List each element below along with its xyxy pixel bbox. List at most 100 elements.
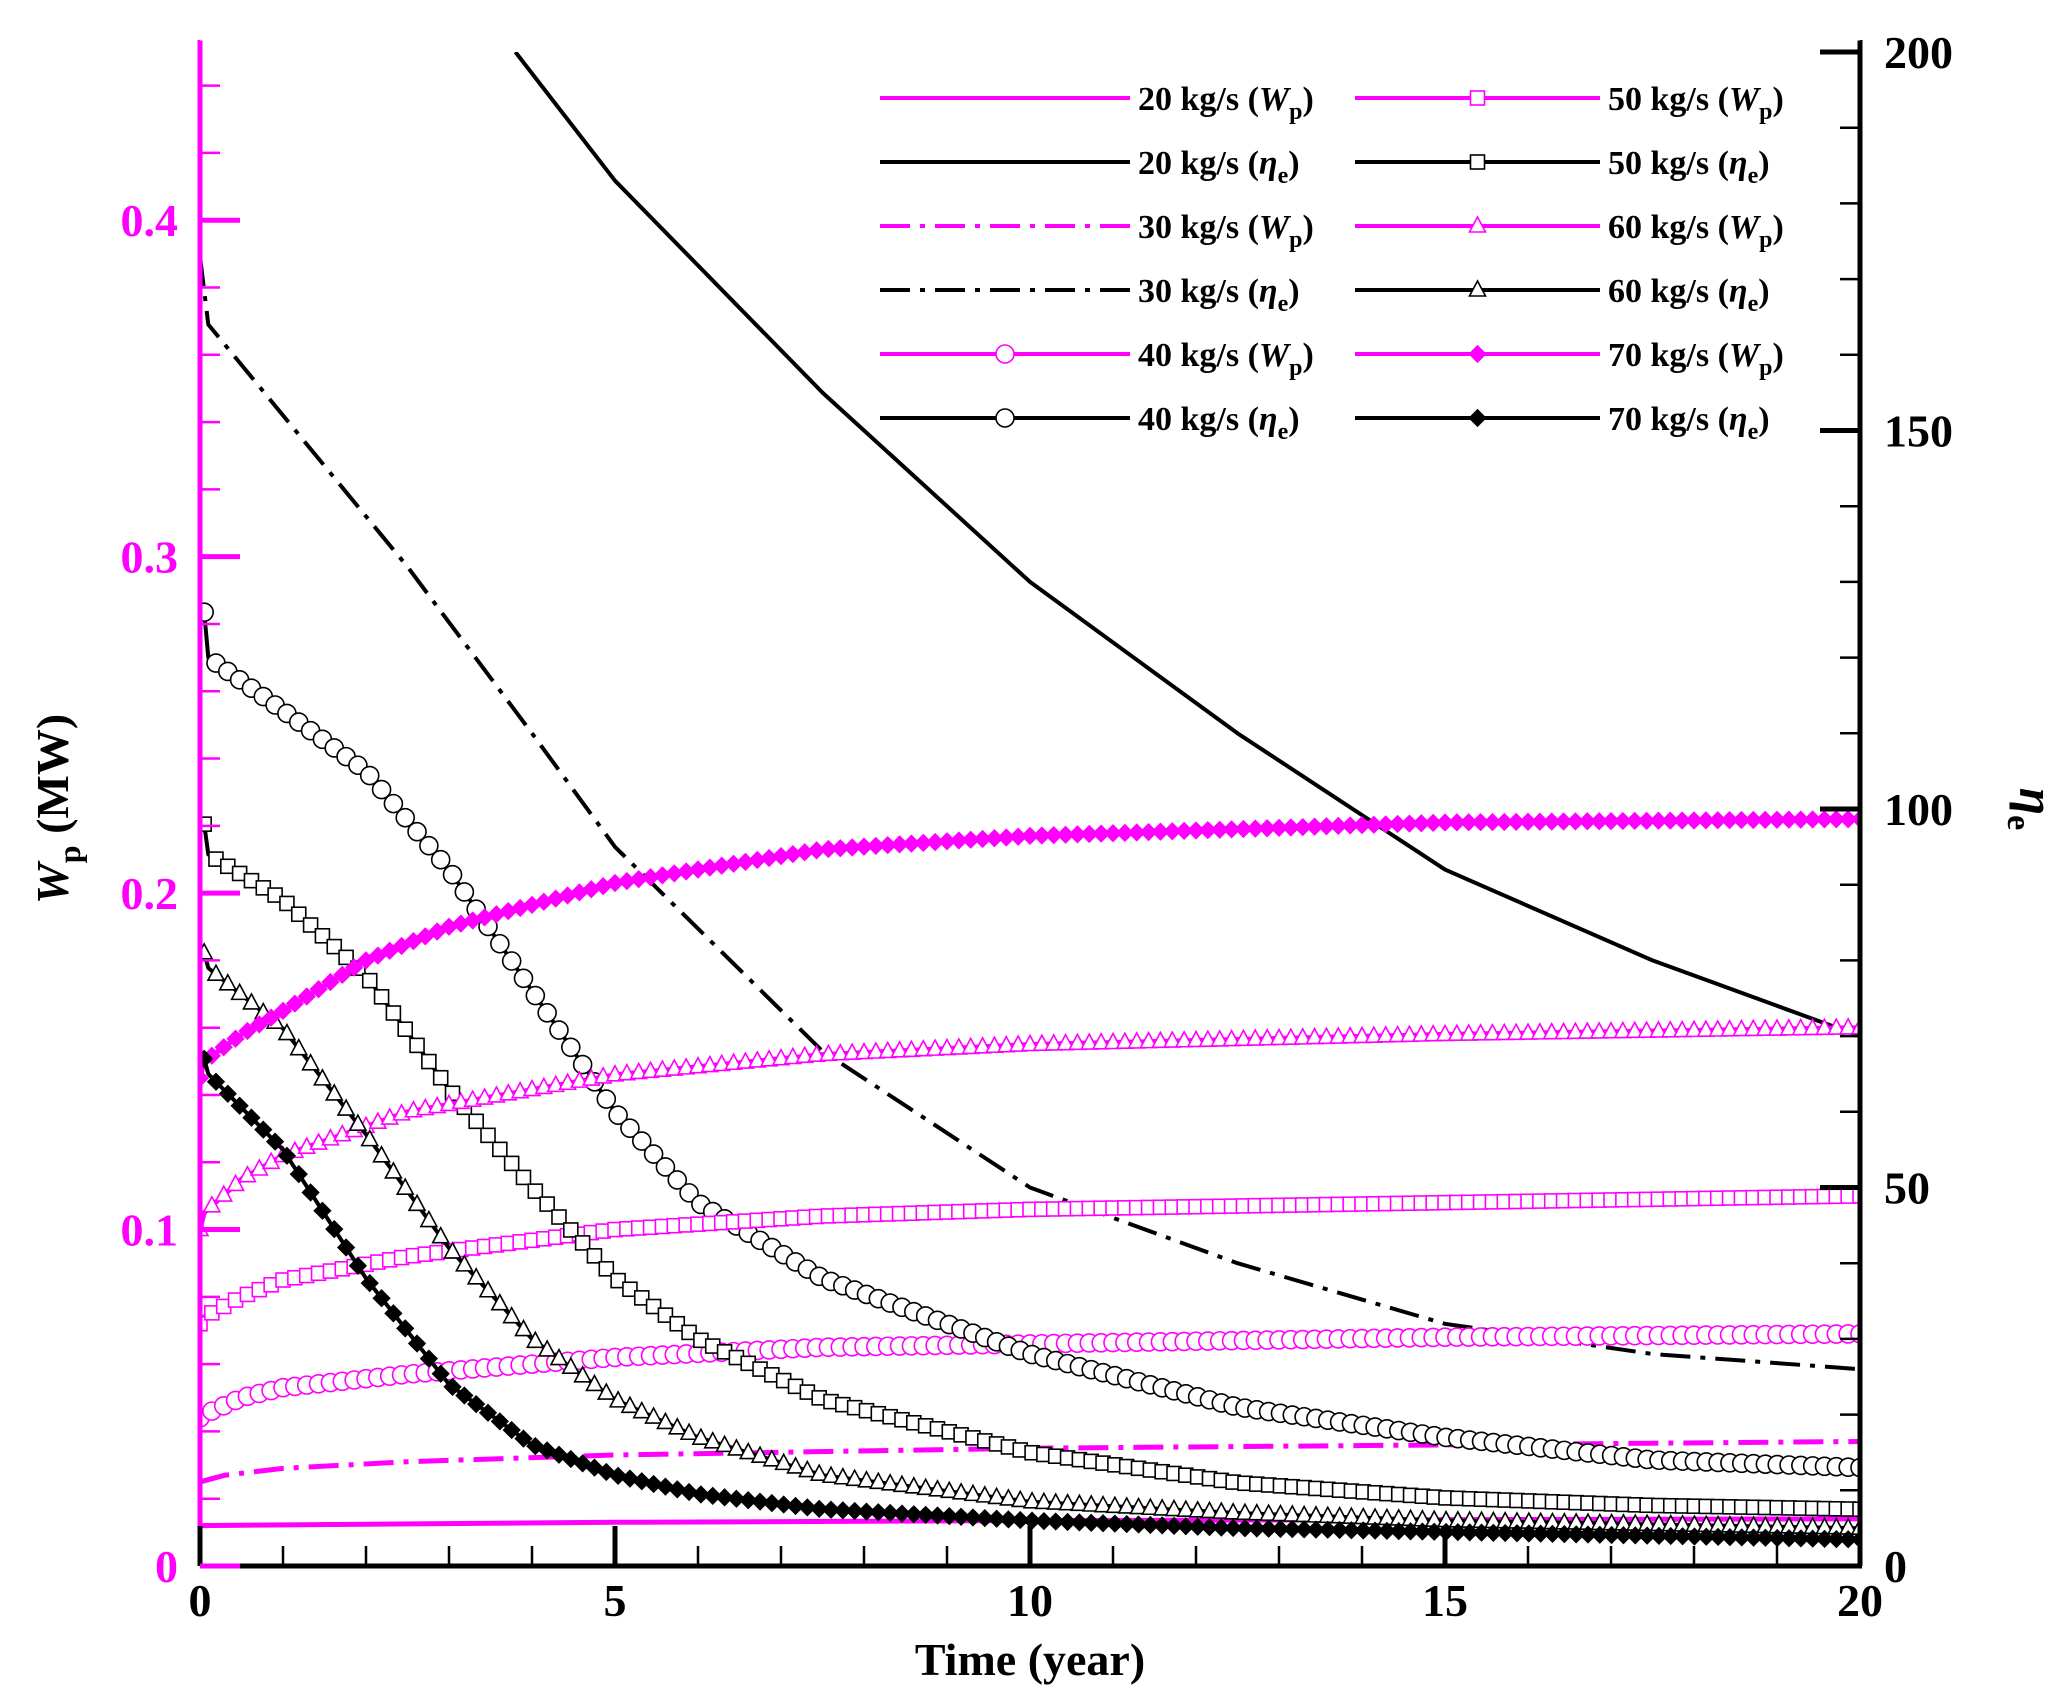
legend-item-6: 50 kg/s (Wp) [1355,81,1784,125]
series-wp-6 [200,1188,1860,1332]
series-marker-11 [206,1072,226,1091]
series-marker-11 [940,1507,959,1526]
series-marker-11 [1046,1512,1065,1531]
series-marker-11 [1188,1517,1207,1536]
legend-label-name: 40 kg/s ( [1138,337,1259,374]
series-marker-5 [371,779,392,800]
legend-item-3: 30 kg/s (ηe) [880,273,1300,317]
series-marker-10 [321,972,340,992]
series-marker-11 [1294,1520,1314,1539]
y-right-tick-label: 200 [1884,27,1953,78]
series-marker-11 [1756,1528,1775,1547]
series-marker-11 [1247,1519,1266,1538]
legend-marker [995,344,1015,364]
series-marker-5 [596,1089,617,1109]
x-tick-label: 5 [604,1575,627,1626]
series-marker-9 [1010,1489,1030,1508]
series-marker-11 [1567,1525,1586,1544]
series-marker-11 [1259,1519,1278,1538]
y-left-tick-label: 0.1 [121,1205,179,1256]
legend-label-name: 20 kg/s ( [1138,145,1259,182]
series-marker-7 [326,938,343,955]
series-marker-9 [644,1406,663,1424]
series-marker-11 [679,1482,699,1502]
series-marker-11 [1093,1514,1113,1533]
series-marker-11 [1141,1515,1160,1535]
series-marker-8 [605,1064,625,1082]
y-left-tick-label: 0.2 [121,868,179,919]
series-marker-11 [1697,1527,1716,1546]
series-marker-8 [617,1062,637,1081]
series-marker-5 [430,849,451,870]
series-marker-8 [1815,1017,1834,1036]
y-right-tick-label: 100 [1884,784,1953,835]
series-marker-11 [810,1499,829,1518]
series-marker-9 [206,963,226,981]
series-marker-11 [1543,1524,1562,1544]
series-marker-11 [1413,1522,1432,1541]
x-tick-label: 15 [1422,1575,1468,1626]
series-marker-8 [214,1184,234,1202]
series-marker-9 [774,1452,794,1471]
series-marker-11 [1791,1529,1810,1548]
y-left-tick-label: 0.3 [121,532,179,583]
legend-item-7: 50 kg/s (ηe) [1355,145,1770,189]
legend-label-var: η [1259,273,1278,310]
series-marker-11 [1330,1520,1349,1540]
series-marker-9 [1034,1491,1054,1510]
series-marker-8 [1625,1020,1645,1039]
series-marker-8 [985,1035,1004,1054]
series-marker-8 [771,1047,791,1066]
series-marker-5 [513,968,534,989]
series-marker-8 [1198,1029,1218,1047]
series-marker-11 [1578,1525,1598,1544]
legend-label-var: W [1259,337,1292,374]
series-marker-11 [1153,1516,1172,1535]
series-marker-9 [1141,1497,1160,1516]
series-marker-7 [669,1315,686,1332]
series-marker-11 [869,1503,888,1522]
series-marker-11 [1129,1515,1148,1534]
series-marker-8 [1554,1021,1573,1040]
series-marker-8 [1079,1032,1099,1050]
series-wp-2 [200,1439,1860,1485]
legend-label: 20 kg/s (Wp) [1138,81,1314,125]
series-marker-11 [1720,1528,1740,1547]
series-marker-7 [338,949,354,966]
series-marker-8 [1542,1021,1562,1040]
series-marker-8 [1139,1030,1158,1049]
series-marker-5 [359,765,380,786]
legend-item-5: 40 kg/s (ηe) [880,401,1300,445]
series-marker-9 [395,1177,415,1195]
series-marker-11 [1590,1525,1609,1544]
legend-marker [1468,408,1487,428]
plot-area [200,52,1860,1549]
legend: 20 kg/s (Wp)20 kg/s (ηe)30 kg/s (Wp)30 k… [880,81,1784,445]
series-marker-9 [289,1037,309,1056]
series-marker-5 [643,1144,664,1164]
legend-label-name: 50 kg/s ( [1608,81,1729,118]
series-marker-5 [667,1170,688,1190]
series-marker-9 [691,1427,711,1445]
series-marker-9 [573,1365,592,1383]
series-marker-5 [419,835,439,856]
series-marker-8 [1518,1022,1538,1040]
series-marker-8 [1103,1031,1123,1050]
series-marker-11 [916,1505,935,1524]
series-marker-11 [703,1486,722,1506]
legend-item-11: 70 kg/s (ηe) [1355,401,1770,445]
series-marker-8 [1530,1022,1550,1040]
series-marker-11 [502,1420,521,1440]
series-marker-11 [774,1495,793,1514]
series-marker-9 [1152,1498,1172,1516]
legend-label-sub: e [1748,291,1759,317]
series-marker-11 [857,1502,876,1521]
y-left-title-main: W [27,860,78,904]
series-marker-8 [1483,1022,1502,1041]
series-marker-11 [1235,1519,1255,1538]
legend-label-close: ) [1303,209,1314,246]
series-marker-7 [633,1290,650,1306]
series-marker-11 [881,1503,900,1523]
series-marker-11 [1034,1511,1054,1531]
series-marker-8 [937,1037,957,1056]
